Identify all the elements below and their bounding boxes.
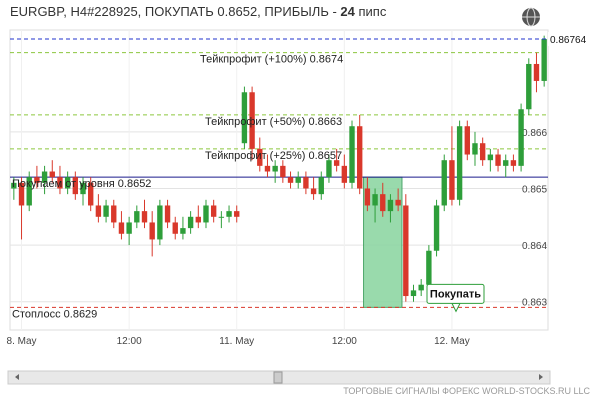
candle-body (80, 182, 86, 195)
candle-body (364, 188, 371, 206)
candle-body (149, 222, 155, 240)
signal-label: Покупать (430, 288, 481, 300)
candle-body (456, 126, 463, 200)
candle-body (303, 177, 309, 189)
candle-body (195, 216, 201, 223)
candle-body (164, 205, 171, 223)
current-price-label: 0.86764 (550, 35, 587, 46)
x-tick-label: 11. May (219, 336, 254, 347)
candle-body (280, 165, 286, 178)
x-tick-label: 12:00 (332, 336, 357, 347)
candle-body (410, 290, 417, 297)
candle-body (187, 216, 194, 229)
plot-area (9, 29, 549, 331)
candle-body (57, 177, 63, 189)
y-tick-label: 0.865 (522, 184, 547, 195)
candle-body (157, 205, 163, 240)
candle-body (287, 177, 294, 183)
candle-body (341, 165, 348, 183)
candle-body (372, 194, 378, 206)
x-tick-label: 12:00 (117, 336, 142, 347)
candle-body (272, 165, 278, 172)
x-tick-label: 8. May (7, 336, 37, 347)
candle-body (111, 205, 117, 223)
candle-body (34, 177, 40, 183)
candle-body (449, 160, 455, 200)
y-tick-label: 0.864 (522, 241, 547, 252)
candle-body (541, 39, 547, 81)
footer: ТОРГОВЫЕ СИГНАЛЫ ФОРЕКС WORLD-STOCKS.RU … (343, 386, 590, 396)
candle-body (41, 171, 48, 183)
candle-body (518, 109, 524, 166)
candle-body (380, 194, 386, 212)
candle-body (134, 211, 140, 223)
candle-body (403, 205, 409, 297)
candle-body (103, 205, 109, 217)
candle-body (118, 222, 125, 234)
candle-body (141, 211, 148, 223)
candle-body (257, 148, 263, 166)
candle-body (510, 160, 517, 166)
candle-body (495, 154, 501, 166)
signal-box (426, 283, 485, 304)
candle-body (349, 126, 355, 183)
candle-body (210, 205, 217, 217)
profit-unit: пипс (355, 4, 387, 19)
level-label: Тейкпрофит (+25%) 0.8657 (205, 150, 342, 162)
candle-body (126, 222, 132, 234)
candle-body (426, 250, 432, 285)
candle-body (395, 199, 401, 206)
plot-layer: 0.863 0.864 0.865 0.866 8. May 12:00 11. May 12… (7, 30, 598, 347)
title-text: EURGBP, H4#228925, ПОКУПАТЬ 0.8652, ПРИБ… (10, 4, 340, 19)
candle-body (264, 165, 271, 172)
candle-body (318, 177, 324, 195)
candle-body (418, 284, 424, 291)
candle-body (88, 182, 94, 206)
candle-body (526, 63, 532, 110)
candle-body (487, 154, 494, 161)
candle-body (18, 182, 25, 206)
candle-body (226, 211, 232, 217)
candle-body (441, 160, 447, 206)
candle-body (49, 171, 55, 178)
candle-body (333, 160, 340, 166)
current-price-box (548, 32, 598, 47)
candle-body (387, 199, 394, 212)
candle-body (326, 160, 332, 178)
candle-body (357, 126, 363, 189)
candle-body (249, 92, 255, 149)
candle-body (310, 188, 317, 195)
candle-body (433, 205, 440, 251)
candle-body (95, 205, 102, 217)
candle-body (472, 143, 478, 155)
candle-body (72, 177, 79, 195)
candle-body (11, 182, 17, 189)
candle-body (295, 177, 301, 183)
x-tick-label: 12. May (434, 336, 470, 347)
scroll-thumb[interactable] (273, 371, 283, 384)
level-label: Стоплосс 0.8629 (12, 308, 97, 320)
candle-body (479, 143, 486, 161)
candle-body (203, 205, 209, 223)
candle-body (503, 160, 509, 166)
candle-body (464, 126, 470, 155)
y-tick-label: 0.866 (522, 128, 547, 139)
level-label: Тейкпрофит (+100%) 0.8674 (200, 54, 343, 66)
y-tick-label: 0.863 (522, 298, 547, 309)
level-label: Тейкпрофит (+50%) 0.8663 (205, 116, 342, 128)
candle-body (26, 177, 32, 206)
candle-body (218, 216, 225, 218)
level-label: Покупаем от уровня 0.8652 (12, 178, 151, 190)
candle-body (64, 177, 71, 189)
chart-title: EURGBP, H4#228925, ПОКУПАТЬ 0.8652, ПРИБ… (10, 4, 387, 19)
candle-body (172, 222, 178, 234)
profit: 24 (340, 4, 355, 19)
candle-body (241, 92, 248, 144)
candle-body (180, 228, 186, 234)
candle-body (234, 211, 240, 217)
candle-body (533, 63, 540, 81)
